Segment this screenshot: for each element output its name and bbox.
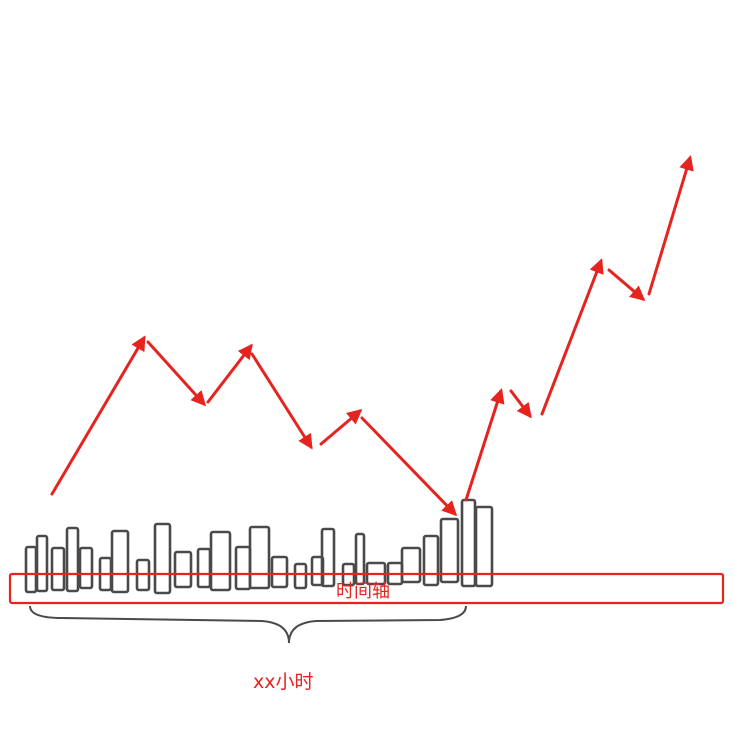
trend-arrow bbox=[146, 340, 207, 407]
trend-arrow bbox=[250, 352, 313, 450]
candle-bar bbox=[320, 527, 336, 588]
candle-bar bbox=[422, 534, 440, 587]
brace bbox=[29, 605, 467, 644]
trend-arrow bbox=[206, 343, 253, 404]
candle-bar bbox=[400, 546, 422, 584]
candle-bar bbox=[209, 530, 232, 592]
candle-bar bbox=[65, 526, 80, 593]
trend-arrow bbox=[509, 389, 532, 419]
candle-bar bbox=[35, 534, 49, 593]
candle-bar bbox=[474, 505, 494, 588]
trend-arrow bbox=[319, 409, 363, 446]
candle-bar bbox=[248, 525, 271, 590]
trend-arrow bbox=[607, 268, 646, 301]
candle-bar bbox=[354, 532, 366, 586]
trend-arrow bbox=[540, 258, 604, 416]
candle-bar bbox=[234, 545, 252, 591]
trend-arrow bbox=[360, 416, 458, 517]
candle-bar bbox=[173, 550, 193, 589]
candle-bar bbox=[293, 562, 308, 590]
trend-arrow bbox=[647, 155, 694, 296]
trend-arrow bbox=[464, 388, 505, 502]
candle-bar bbox=[270, 555, 289, 589]
candle-bar bbox=[50, 546, 66, 592]
candle-bar bbox=[153, 522, 172, 595]
time-axis-label: 时间轴 bbox=[336, 581, 390, 602]
candle-bar bbox=[439, 517, 460, 584]
candle-bar bbox=[78, 546, 94, 590]
duration-label: xx小时 bbox=[253, 671, 314, 693]
candle-bar bbox=[110, 529, 130, 594]
candle-bar bbox=[24, 545, 38, 594]
time-axis-box bbox=[8, 572, 725, 605]
candle-bar bbox=[196, 547, 212, 589]
trend-arrow bbox=[50, 335, 146, 496]
